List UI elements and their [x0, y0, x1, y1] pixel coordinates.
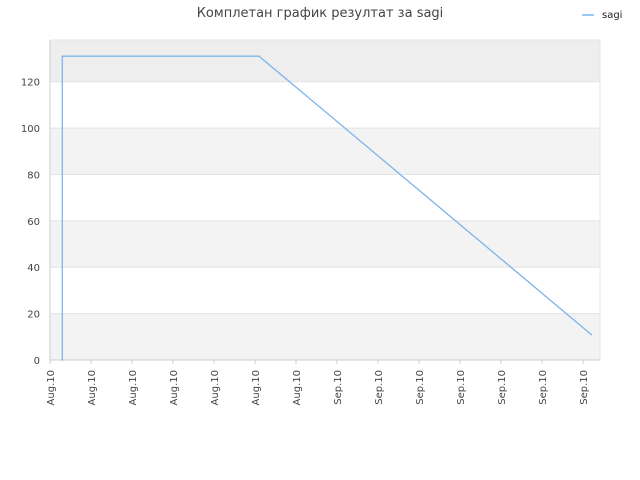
plot-band-1 [50, 128, 600, 175]
data-point-sagi-0 [61, 359, 64, 361]
chart-title: Комплетан график резултат за sagi [197, 6, 444, 21]
plot-band-0 [50, 40, 600, 82]
plot-band-2 [50, 220, 600, 268]
x-tick-label-3: Aug.10 [169, 370, 180, 405]
x-tick-label-8: Sep.10 [374, 370, 385, 405]
y-tick-label-100: 100 [21, 124, 40, 135]
data-point-sagi-2 [258, 55, 260, 58]
x-tick-label-6: Aug.10 [292, 370, 303, 405]
y-axis-ticks: 0 20 40 60 80 100 120 [21, 78, 40, 367]
legend-label-sagi: sagi [602, 10, 622, 21]
plot-band-3 [50, 313, 600, 360]
data-point-sagi-1 [61, 55, 64, 58]
y-tick-label-80: 80 [27, 170, 40, 181]
legend: sagi [582, 10, 622, 21]
x-tick-label-4: Aug.10 [210, 370, 221, 405]
x-axis-ticks: Aug.10 Aug.10 Aug.10 Aug.10 Aug.10 Aug.10 Aug.… [46, 360, 590, 405]
x-tick-label-11: Sep.10 [497, 370, 508, 405]
x-tick-label-12: Sep.10 [538, 370, 549, 405]
x-tick-label-10: Sep.10 [456, 370, 467, 405]
x-tick-label-13: Sep.10 [579, 370, 590, 405]
plot-bands [50, 40, 600, 360]
y-tick-label-0: 0 [34, 356, 40, 367]
x-tick-label-1: Aug.10 [87, 370, 98, 405]
series-layer [61, 55, 592, 361]
x-tick-label-7: Sep.10 [333, 370, 344, 405]
gridlines [50, 39, 601, 360]
x-tick-label-2: Aug.10 [128, 370, 139, 405]
x-tick-label-9: Sep.10 [415, 370, 426, 405]
y-tick-label-40: 40 [27, 263, 40, 274]
y-tick-label-120: 120 [21, 78, 40, 89]
x-tick-label-5: Aug.10 [251, 370, 262, 405]
y-tick-label-20: 20 [27, 310, 40, 321]
series-line-sagi [61, 55, 592, 360]
x-tick-label-0: Aug.10 [46, 370, 57, 405]
data-point-sagi-3 [590, 333, 592, 336]
y-tick-label-60: 60 [27, 217, 40, 228]
